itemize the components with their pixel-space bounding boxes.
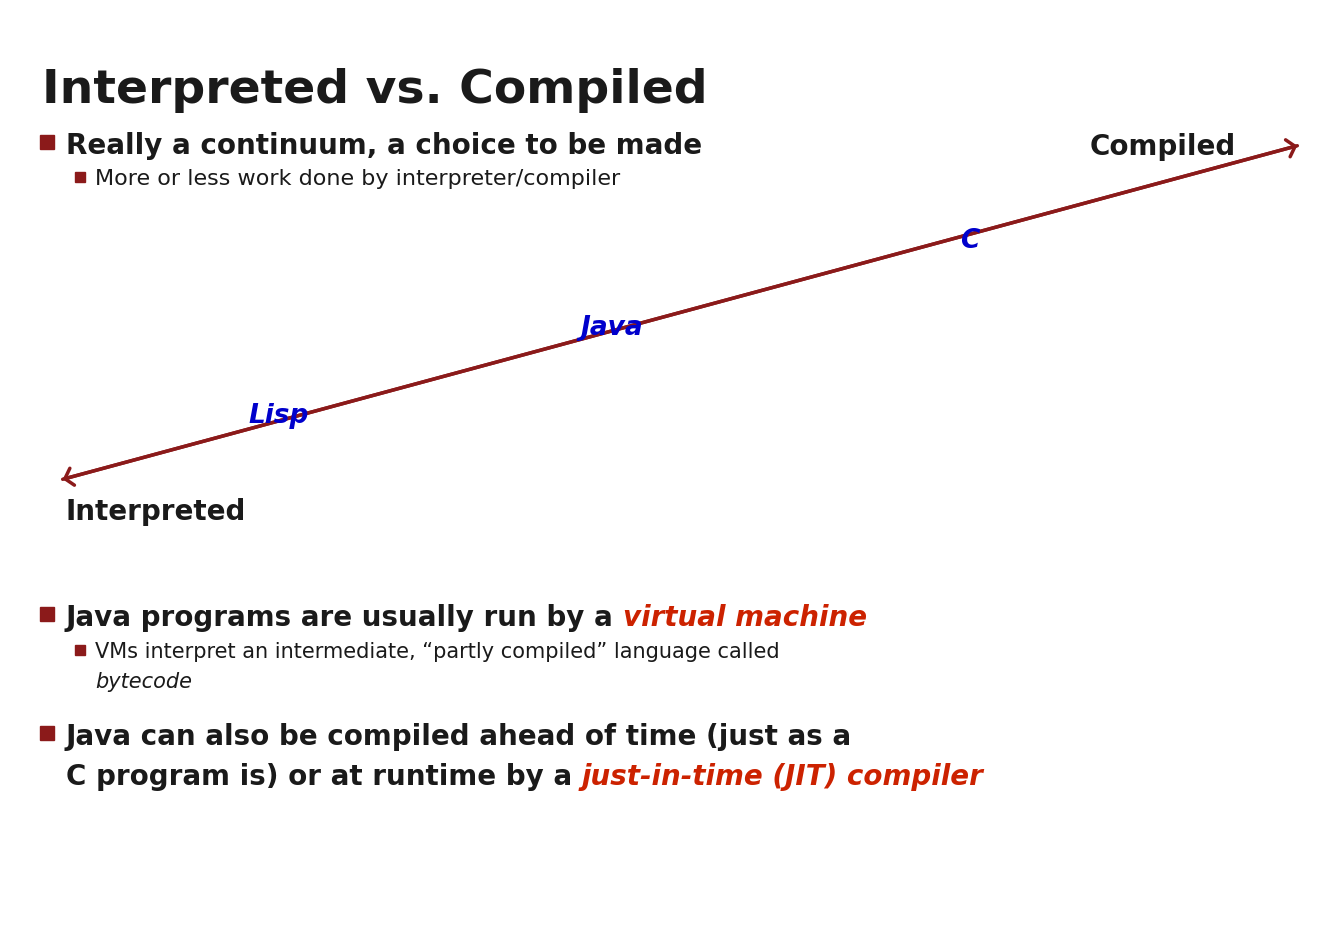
Bar: [40, 135, 54, 149]
Bar: [75, 172, 86, 182]
Bar: [40, 726, 54, 740]
Text: C program is) or at runtime by a: C program is) or at runtime by a: [66, 763, 582, 791]
Text: VMs interpret an intermediate, “partly compiled” language called: VMs interpret an intermediate, “partly c…: [95, 642, 780, 662]
Text: Interpreted: Interpreted: [66, 498, 245, 526]
Text: C: C: [959, 228, 979, 254]
Text: just-in-time (JIT) compiler: just-in-time (JIT) compiler: [582, 763, 983, 791]
Text: Java: Java: [579, 315, 642, 341]
Bar: [75, 645, 86, 655]
Text: More or less work done by interpreter/compiler: More or less work done by interpreter/co…: [95, 169, 621, 189]
Bar: [40, 607, 54, 621]
Text: bytecode: bytecode: [95, 672, 191, 692]
Text: Java programs are usually run by a: Java programs are usually run by a: [66, 604, 624, 632]
Text: virtual machine: virtual machine: [624, 604, 867, 632]
Text: Really a continuum, a choice to be made: Really a continuum, a choice to be made: [66, 132, 702, 160]
Text: Java can also be compiled ahead of time (just as a: Java can also be compiled ahead of time …: [66, 723, 852, 751]
Text: Interpreted vs. Compiled: Interpreted vs. Compiled: [41, 68, 708, 113]
Text: Compiled: Compiled: [1090, 133, 1236, 161]
Text: Lisp: Lisp: [248, 403, 308, 429]
